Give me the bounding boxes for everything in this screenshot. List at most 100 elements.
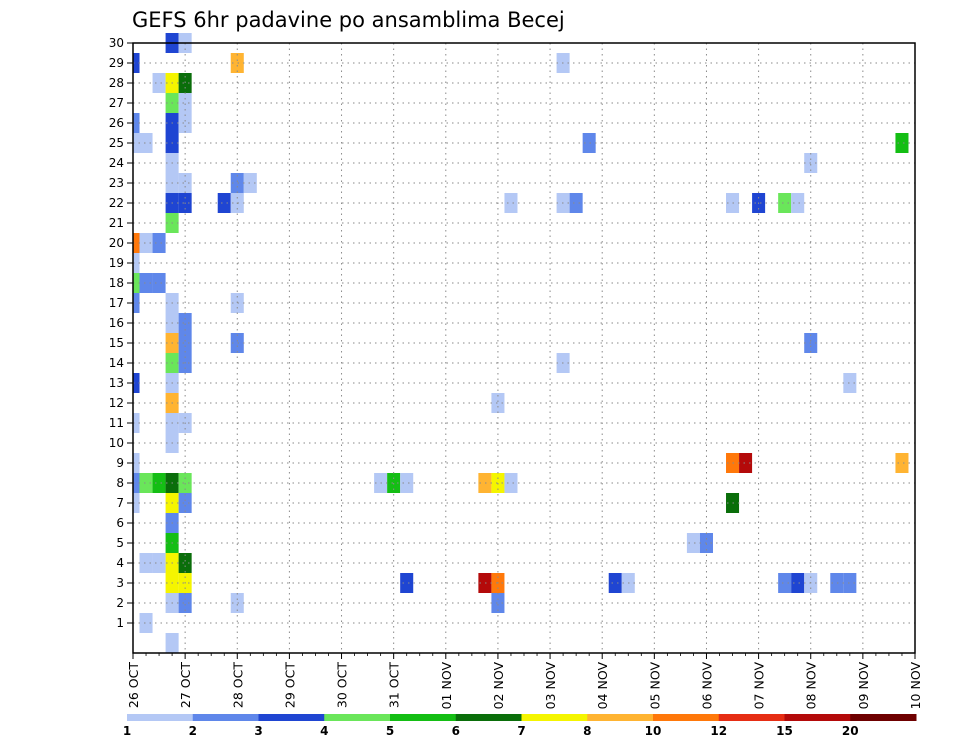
y-tick-label: 12 — [109, 396, 124, 410]
x-tick-label: 05 NOV — [647, 662, 662, 710]
y-tick-label: 22 — [109, 196, 124, 210]
legend-swatch — [784, 714, 851, 721]
precip-cell — [243, 173, 257, 193]
precip-cell — [152, 273, 166, 293]
precip-cell — [152, 473, 166, 493]
precip-cell — [491, 393, 505, 413]
chart-title: GEFS 6hr padavine po ansamblima Becej — [132, 8, 565, 32]
legend-label: 12 — [710, 724, 727, 738]
y-tick-label: 3 — [116, 576, 124, 590]
legend-label: 5 — [386, 724, 394, 738]
precip-cell — [133, 133, 140, 153]
precip-cell — [133, 233, 140, 253]
precip-cell — [152, 73, 166, 93]
y-tick-label: 13 — [109, 376, 124, 390]
precip-cell — [791, 193, 805, 213]
precip-cell — [152, 233, 166, 253]
precip-cell — [230, 593, 244, 613]
legend-swatch — [192, 714, 259, 721]
x-tick-label: 04 NOV — [595, 662, 610, 710]
y-tick-label: 24 — [109, 156, 124, 170]
y-tick-label: 11 — [109, 416, 124, 430]
precip-cell — [686, 533, 700, 553]
legend-label: 20 — [842, 724, 859, 738]
legend-label: 8 — [583, 724, 591, 738]
precip-cell — [491, 593, 505, 613]
y-tick-label: 10 — [109, 436, 124, 450]
y-tick-label: 8 — [116, 476, 124, 490]
y-tick-label: 29 — [109, 56, 124, 70]
legend-swatch — [324, 714, 391, 721]
precip-cell — [133, 453, 140, 473]
precip-cell — [133, 493, 140, 513]
legend-label: 6 — [452, 724, 460, 738]
x-tick-label: 28 OCT — [230, 662, 245, 708]
precip-cell — [778, 193, 792, 213]
y-tick-label: 26 — [109, 116, 124, 130]
precip-cell — [178, 173, 192, 193]
legend-swatch — [587, 714, 654, 721]
y-tick-label: 1 — [116, 616, 124, 630]
precip-cell — [139, 233, 153, 253]
precip-cell — [133, 113, 140, 133]
precip-cell — [895, 133, 909, 153]
precip-cell — [139, 273, 153, 293]
legend-label: 15 — [776, 724, 793, 738]
precip-cell — [178, 113, 192, 133]
precip-cell — [230, 333, 244, 353]
precip-cell — [139, 133, 153, 153]
precip-cell — [739, 453, 753, 473]
x-tick-label: 26 OCT — [126, 662, 141, 708]
precip-cell — [133, 273, 140, 293]
y-tick-label: 19 — [109, 256, 124, 270]
legend-swatch — [390, 714, 457, 721]
precip-cell — [133, 473, 140, 493]
plot-frame — [132, 42, 916, 654]
x-tick-label: 07 NOV — [752, 662, 767, 710]
legend-swatch — [850, 714, 917, 721]
y-tick-label: 5 — [116, 536, 124, 550]
precip-cell — [478, 573, 492, 593]
grid-lines — [133, 42, 915, 653]
precip-cell — [478, 473, 492, 493]
precip-cell — [178, 93, 192, 113]
y-tick-label: 18 — [109, 276, 124, 290]
precip-cell — [843, 373, 857, 393]
x-tick-label: 27 OCT — [178, 662, 193, 708]
legend-label: 1 — [123, 724, 131, 738]
precip-cell — [791, 573, 805, 593]
legend-label: 3 — [254, 724, 262, 738]
x-tick-label: 01 NOV — [439, 662, 454, 710]
precip-cell — [582, 133, 596, 153]
precip-cell — [133, 413, 140, 433]
legend-label: 7 — [517, 724, 525, 738]
legend-swatch — [653, 714, 720, 721]
y-axis: 1234567891011121314151617181920212223242… — [109, 36, 133, 630]
y-tick-label: 20 — [109, 236, 124, 250]
legend-swatch — [258, 714, 325, 721]
precip-cell — [139, 613, 153, 633]
precip-cell — [133, 373, 140, 393]
y-tick-label: 23 — [109, 176, 124, 190]
precip-cell — [830, 573, 844, 593]
precip-cell — [152, 553, 166, 573]
precip-cell — [217, 193, 231, 213]
y-tick-label: 2 — [116, 596, 124, 610]
precip-cell — [843, 573, 857, 593]
y-tick-label: 17 — [109, 296, 124, 310]
color-legend: 1 2 3 4 5 6 7 8 10 12 15 20 — [123, 714, 917, 738]
legend-swatch — [718, 714, 785, 721]
precip-cell — [178, 493, 192, 513]
y-tick-label: 28 — [109, 76, 124, 90]
precip-cell — [165, 633, 179, 653]
y-tick-label: 15 — [109, 336, 124, 350]
y-tick-label: 27 — [109, 96, 124, 110]
legend-label: 2 — [189, 724, 197, 738]
precip-cell — [178, 333, 192, 353]
x-tick-label: 09 NOV — [856, 662, 871, 710]
legend-swatch — [455, 714, 522, 721]
y-tick-label: 9 — [116, 456, 124, 470]
y-tick-label: 4 — [116, 556, 124, 570]
precip-cell — [139, 473, 153, 493]
